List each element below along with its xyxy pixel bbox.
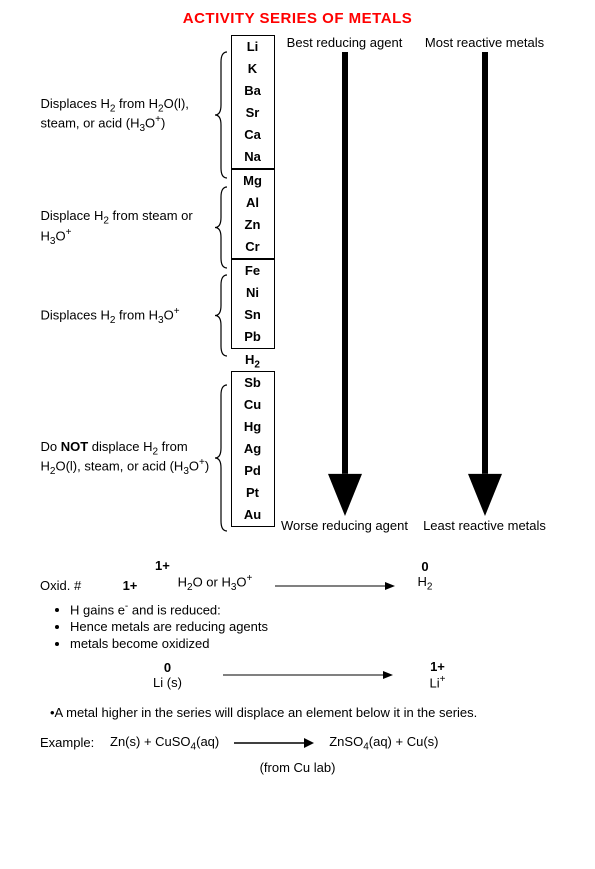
metal-symbol: Zn xyxy=(232,214,274,236)
displacement-statement: •A metal higher in the series will displ… xyxy=(50,705,545,720)
metal-symbol: Fe xyxy=(232,260,274,282)
metal-symbol: Sb xyxy=(232,372,274,394)
h2-marker: H2 xyxy=(231,349,275,371)
example-rhs: ZnSO4(aq) + Cu(s) xyxy=(329,734,438,753)
arrow-bottom-label: Worse reducing agent xyxy=(281,518,408,533)
metal-symbol: Sr xyxy=(232,102,274,124)
reducing-agent-arrow: Best reducing agent Worse reducing agent xyxy=(275,35,415,533)
group-label: Displace H2 from steam or H3O+ xyxy=(41,185,231,270)
reaction-arrow-icon xyxy=(275,579,395,593)
oxidation-row: Oxid. # 1+ 1+ H2O or H3O+ 0 H2 xyxy=(40,558,555,593)
reactivity-arrow: Most reactive metals Least reactive meta… xyxy=(415,35,555,533)
metal-symbol: Pd xyxy=(232,460,274,482)
down-arrow-icon xyxy=(468,52,502,516)
group-labels-column: Displaces H2 from H2O(l), steam, or acid… xyxy=(41,35,231,543)
arrow-top-label: Best reducing agent xyxy=(287,35,403,50)
metal-symbol: Sn xyxy=(232,304,274,326)
reaction-arrow-icon xyxy=(223,668,393,682)
bullet-item: H gains e- and is reduced: xyxy=(70,601,555,617)
metal-symbol: Ca xyxy=(232,124,274,146)
metal-symbol: Mg xyxy=(232,170,274,192)
metal-symbol: Na xyxy=(232,146,274,168)
oxid-label: Oxid. # xyxy=(40,578,105,593)
li-equation: 0 Li (s) 1+ Li+ xyxy=(40,659,555,690)
metal-symbol: Ni xyxy=(232,282,274,304)
metal-symbol: Ba xyxy=(232,80,274,102)
group-label: Do NOT displace H2 from H2O(l), steam, o… xyxy=(41,383,231,533)
example-label: Example: xyxy=(40,735,110,750)
bullet-list: H gains e- and is reduced: Hence metals a… xyxy=(70,601,555,651)
main-diagram: Displaces H2 from H2O(l), steam, or acid… xyxy=(10,35,585,543)
arrow-top-label: Most reactive metals xyxy=(425,35,544,50)
from-lab-note: (from Cu lab) xyxy=(40,760,555,775)
metal-group-box: FeNiSnPb xyxy=(231,259,275,349)
metal-symbol: Cr xyxy=(232,236,274,258)
metal-group-box: LiKBaSrCaNa xyxy=(231,35,275,169)
reaction-arrow-icon xyxy=(234,736,314,750)
group-label: Displaces H2 from H2O(l), steam, or acid… xyxy=(41,50,231,180)
metal-symbol: Pb xyxy=(232,326,274,348)
metal-symbol: Al xyxy=(232,192,274,214)
metal-group-box: MgAlZnCr xyxy=(231,169,275,259)
example-equation: Example: Zn(s) + CuSO4(aq) ZnSO4(aq) + C… xyxy=(40,734,555,753)
metal-group-box: SbCuHgAgPdPtAu xyxy=(231,371,275,527)
metal-symbol: Au xyxy=(232,504,274,526)
page-title: ACTIVITY SERIES OF METALS xyxy=(10,10,585,27)
down-arrow-icon xyxy=(328,52,362,516)
group-label: Displaces H2 from H3O+ xyxy=(41,273,231,358)
bullet-item: metals become oxidized xyxy=(70,636,555,651)
example-lhs: Zn(s) + CuSO4(aq) xyxy=(110,734,219,753)
metal-symbol: Cu xyxy=(232,394,274,416)
bullet-item: Hence metals are reducing agents xyxy=(70,619,555,634)
metal-symbol: Li xyxy=(232,36,274,58)
metal-symbol: Hg xyxy=(232,416,274,438)
metal-symbol: Ag xyxy=(232,438,274,460)
arrow-bottom-label: Least reactive metals xyxy=(423,518,546,533)
metal-symbol: K xyxy=(232,58,274,80)
metals-column: LiKBaSrCaNaMgAlZnCrFeNiSnPb H2 SbCuHgAgP… xyxy=(231,35,275,527)
explanation-block: Oxid. # 1+ 1+ H2O or H3O+ 0 H2 H gains e… xyxy=(10,558,585,775)
metal-symbol: Pt xyxy=(232,482,274,504)
